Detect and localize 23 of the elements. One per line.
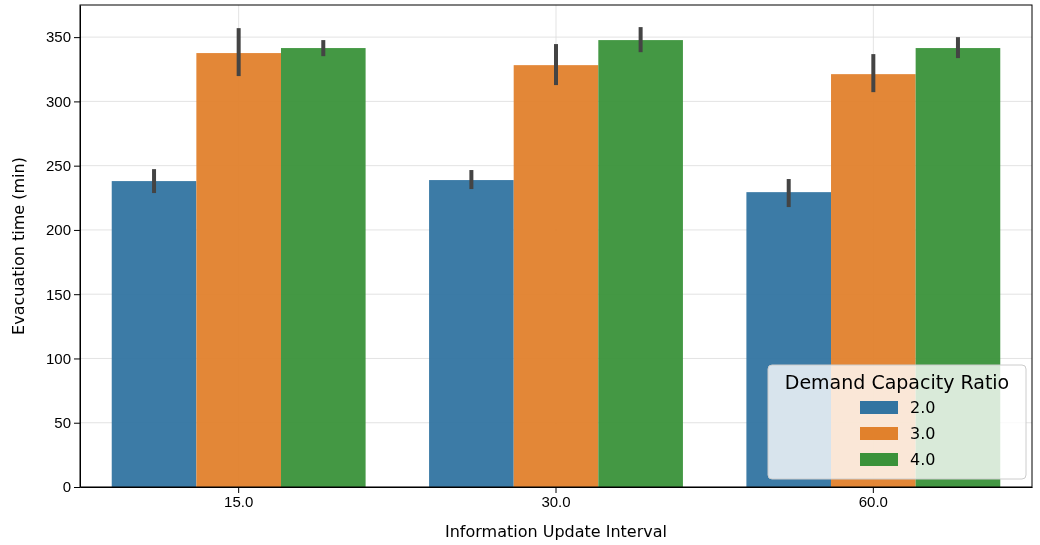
bar [280, 48, 366, 487]
legend-label: 2.0 [910, 398, 936, 417]
bar [196, 53, 281, 487]
y-tick-label: 50 [54, 414, 71, 432]
y-tick-label: 350 [45, 28, 71, 46]
y-tick-label: 300 [45, 92, 71, 110]
y-tick-label: 200 [45, 221, 71, 239]
y-tick-label: 100 [45, 349, 71, 367]
legend-label: 4.0 [910, 450, 936, 469]
bar [598, 40, 683, 487]
x-tick-label: 30.0 [541, 492, 571, 510]
y-tick-label: 250 [45, 156, 71, 174]
x-tick-label: 15.0 [224, 492, 254, 510]
bar [429, 180, 514, 487]
legend-label: 3.0 [910, 424, 936, 443]
y-tick-label: 150 [45, 285, 71, 303]
y-axis-title: Evacuation time (min) [9, 157, 28, 335]
y-tick-label: 0 [62, 478, 71, 496]
x-tick-label: 60.0 [858, 492, 888, 510]
bar [513, 65, 599, 487]
x-axis-title: Information Update Interval [444, 522, 668, 541]
legend-title: Demand Capacity Ratio [784, 371, 1010, 393]
bar [111, 181, 197, 487]
